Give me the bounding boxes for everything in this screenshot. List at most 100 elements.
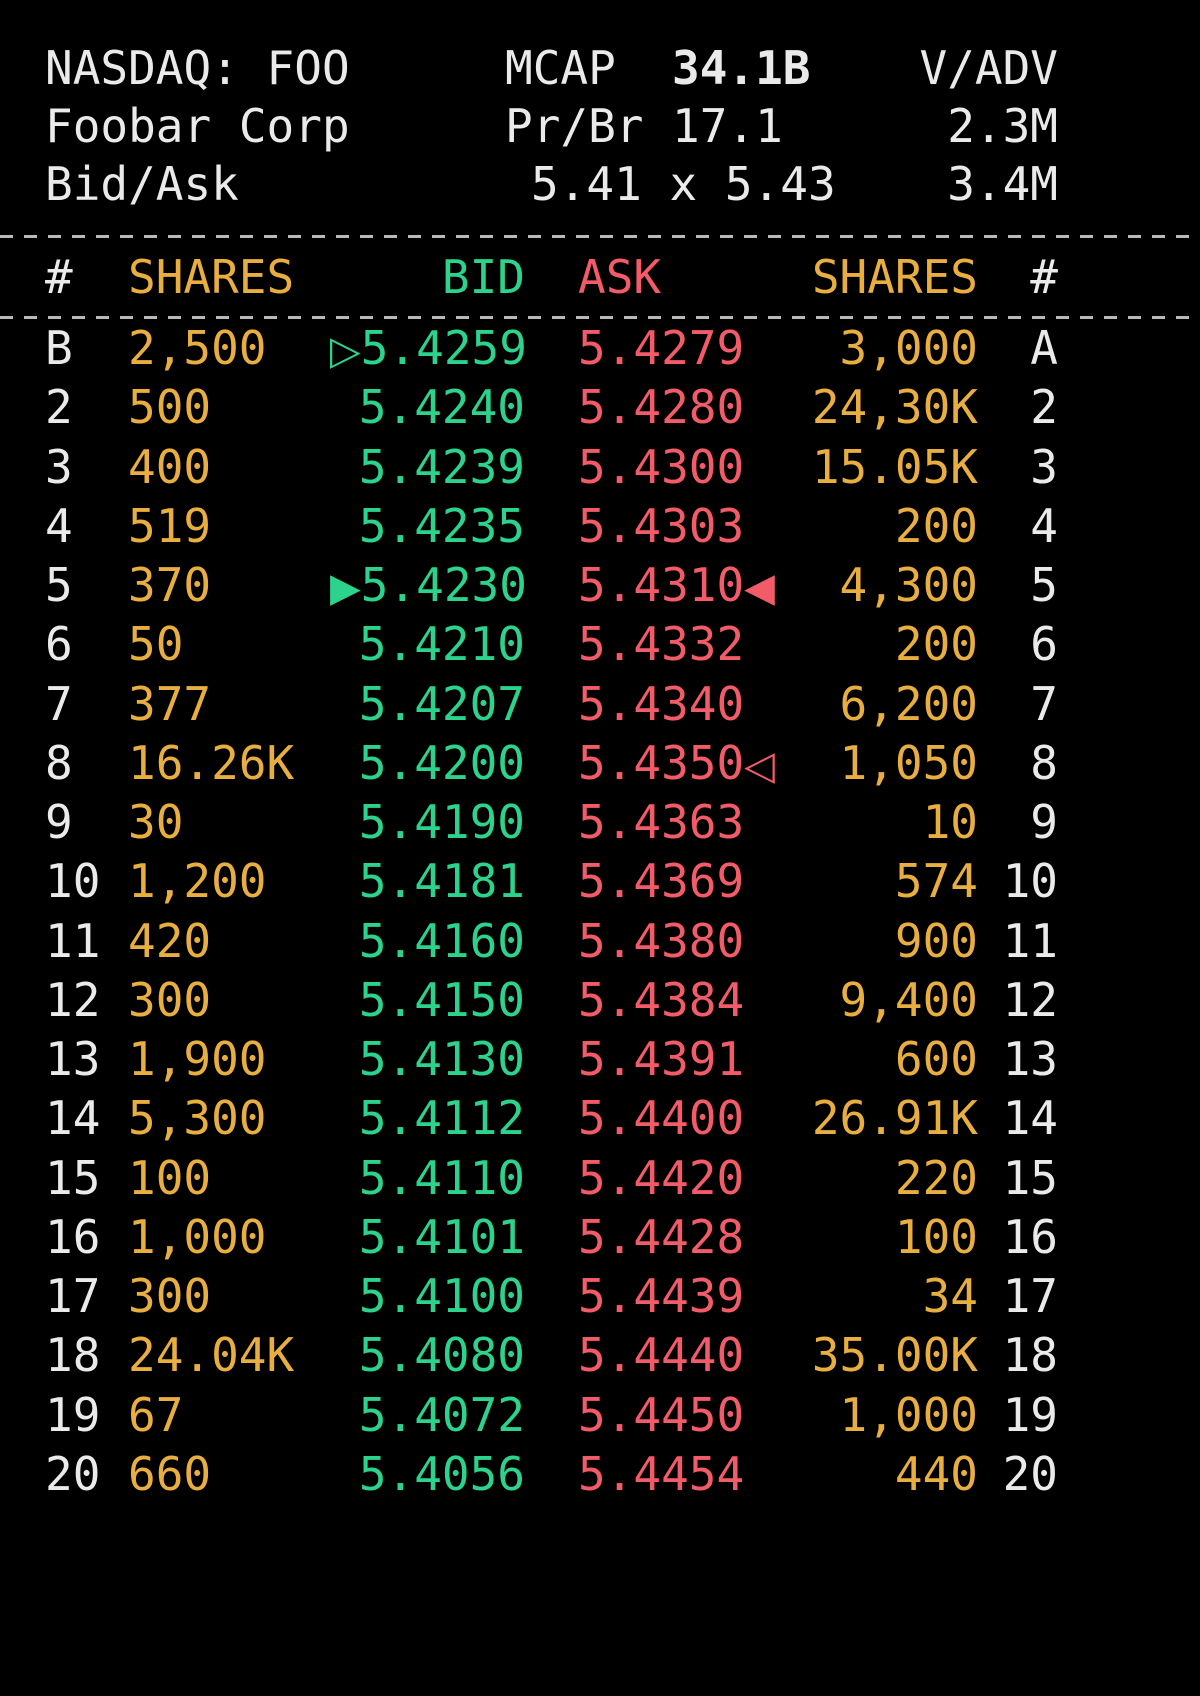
book-row[interactable]: 18 24.04K 5.4080 5.4440 35.00K 18 <box>0 1326 1058 1385</box>
ask-price-text: 5.4300 <box>578 439 745 494</box>
bid-price[interactable]: 5.4080 <box>330 1326 525 1388</box>
ask-price-text: 5.4332 <box>578 617 745 672</box>
bid-price[interactable]: 5.4210 <box>330 615 525 677</box>
bid-shares: 50 <box>128 617 184 672</box>
bid-price[interactable]: 5.4112 <box>330 1089 525 1151</box>
bid-price[interactable]: 5.4200 <box>330 734 525 796</box>
book-row[interactable]: 13 1,900 5.4130 5.4391 600 13 <box>0 1030 1058 1089</box>
bid-price[interactable]: 5.4072 <box>330 1386 525 1448</box>
bid-price[interactable]: 5.4110 <box>330 1149 525 1211</box>
bid-price-text: 5.4112 <box>358 1091 525 1146</box>
ask-price-text: 5.4439 <box>578 1269 745 1323</box>
bid-price[interactable]: 5.4101 <box>330 1208 525 1270</box>
ask-price-text: 5.4350 <box>578 735 745 790</box>
bid-price[interactable]: ▶5.4230 <box>330 556 527 618</box>
prbr-value: 17.1 <box>672 99 783 153</box>
book-row[interactable]: 12 300 5.4150 5.4384 9,400 12 <box>0 971 1058 1030</box>
ask-shares: 440 <box>894 1446 978 1501</box>
bid-price[interactable]: ▷5.4259 <box>330 319 527 381</box>
ask-price[interactable]: 5.4300 <box>578 438 773 500</box>
book-row[interactable]: 8 16.26K 5.4200 5.4350◁ 1,050 8 <box>0 734 1058 793</box>
row-gap <box>525 319 578 381</box>
bid-price-text: 5.4190 <box>358 795 525 849</box>
ask-marker-icon: ◀ <box>744 565 775 611</box>
company-name: Foobar Corp <box>45 99 350 153</box>
book-row[interactable]: 2 500 5.4240 5.4280 24,30K 2 <box>0 378 1058 437</box>
ask-price[interactable]: 5.4439 <box>578 1267 773 1329</box>
book-row[interactable]: 16 1,000 5.4101 5.4428 100 16 <box>0 1208 1058 1267</box>
ask-price[interactable]: 5.4428 <box>578 1208 773 1270</box>
book-row[interactable]: 17 300 5.4100 5.4439 34 17 <box>0 1267 1058 1326</box>
book-row[interactable]: 11 420 5.4160 5.4380 900 11 <box>0 912 1058 971</box>
bid-price-text: 5.4259 <box>360 321 527 375</box>
ask-price[interactable]: 5.4363 <box>578 793 773 855</box>
ask-shares: 6,200 <box>839 676 978 731</box>
ask-price[interactable]: 5.4391 <box>578 1030 773 1092</box>
ask-price[interactable]: 5.4280 <box>578 378 773 440</box>
row-gap <box>525 1089 578 1151</box>
ask-price-text: 5.4454 <box>578 1446 745 1501</box>
book-row[interactable]: B 2,500 ▷5.4259 5.4279 3,000 A <box>0 319 1058 378</box>
ask-price[interactable]: 5.4310◀ <box>578 556 775 618</box>
row-gap <box>525 793 578 855</box>
ask-price-text: 5.4450 <box>578 1387 745 1442</box>
bid-price[interactable]: 5.4130 <box>330 1030 525 1092</box>
row-gap <box>525 556 578 618</box>
bid-shares: 500 <box>128 380 212 435</box>
ask-price[interactable]: 5.4369 <box>578 852 773 914</box>
bid-price[interactable]: 5.4100 <box>330 1267 525 1329</box>
ask-price[interactable]: 5.4303 <box>578 497 773 559</box>
bid-price[interactable]: 5.4190 <box>330 793 525 855</box>
ask-price[interactable]: 5.4340 <box>578 675 773 737</box>
book-row[interactable]: 4 519 5.4235 5.4303 200 4 <box>0 497 1058 556</box>
vadv-label: V/ADV <box>919 41 1058 95</box>
bid-level-number: 15 <box>45 1150 101 1205</box>
book-row[interactable]: 20 660 5.4056 5.4454 440 20 <box>0 1445 1058 1504</box>
book-row[interactable]: 19 67 5.4072 5.4450 1,000 19 <box>0 1386 1058 1445</box>
ask-price[interactable]: 5.4332 <box>578 615 773 677</box>
bid-price[interactable]: 5.4239 <box>330 438 525 500</box>
book-row[interactable]: 7 377 5.4207 5.4340 6,200 7 <box>0 675 1058 734</box>
ask-price[interactable]: 5.4350◁ <box>578 734 775 796</box>
ask-price[interactable]: 5.4279 <box>578 319 773 381</box>
ask-shares: 200 <box>894 617 978 672</box>
bid-price-text: 5.4100 <box>358 1269 525 1323</box>
bid-price[interactable]: 5.4160 <box>330 912 525 974</box>
ask-price[interactable]: 5.4440 <box>578 1326 773 1388</box>
ask-price[interactable]: 5.4400 <box>578 1089 773 1151</box>
book-row[interactable]: 15 100 5.4110 5.4420 220 15 <box>0 1149 1058 1208</box>
bid-level-number: 20 <box>45 1446 101 1501</box>
bid-price[interactable]: 5.4240 <box>330 378 525 440</box>
book-row[interactable]: 3 400 5.4239 5.4300 15.05K 3 <box>0 438 1058 497</box>
bid-price[interactable]: 5.4181 <box>330 852 525 914</box>
bid-price-text: 5.4056 <box>358 1446 525 1501</box>
ask-price[interactable]: 5.4454 <box>578 1445 773 1507</box>
bid-price[interactable]: 5.4150 <box>330 971 525 1033</box>
ask-level-number: 20 <box>1002 1446 1058 1501</box>
ask-price[interactable]: 5.4380 <box>578 912 773 974</box>
book-row[interactable]: 9 30 5.4190 5.4363 10 9 <box>0 793 1058 852</box>
bid-price[interactable]: 5.4235 <box>330 497 525 559</box>
ask-price[interactable]: 5.4450 <box>578 1386 773 1448</box>
bid-price[interactable]: 5.4056 <box>330 1445 525 1507</box>
ask-price[interactable]: 5.4420 <box>578 1149 773 1211</box>
ask-level-number: 15 <box>1002 1150 1058 1205</box>
book-row[interactable]: 10 1,200 5.4181 5.4369 574 10 <box>0 852 1058 911</box>
book-row[interactable]: 5 370 ▶5.4230 5.4310◀ 4,300 5 <box>0 556 1058 615</box>
bid-price-text: 5.4150 <box>358 972 525 1027</box>
bid-price[interactable]: 5.4207 <box>330 675 525 737</box>
bid-level-number: 14 <box>45 1091 101 1146</box>
row-gap <box>525 734 578 796</box>
row-gap <box>525 1030 578 1092</box>
book-row[interactable]: 14 5,300 5.4112 5.4400 26.91K 14 <box>0 1089 1058 1148</box>
col-bid-price: BID <box>441 250 525 304</box>
bid-shares: 1,000 <box>128 1209 267 1264</box>
ask-price[interactable]: 5.4384 <box>578 971 773 1033</box>
ask-shares: 574 <box>894 854 978 909</box>
bidask-value: 5.41 x 5.43 <box>531 157 836 211</box>
bid-level-number: B <box>45 321 73 375</box>
book-row[interactable]: 6 50 5.4210 5.4332 200 6 <box>0 615 1058 674</box>
dashed-divider-bottom <box>0 316 1200 319</box>
ask-shares: 1,000 <box>839 1387 978 1442</box>
ask-price-text: 5.4391 <box>578 1032 745 1086</box>
